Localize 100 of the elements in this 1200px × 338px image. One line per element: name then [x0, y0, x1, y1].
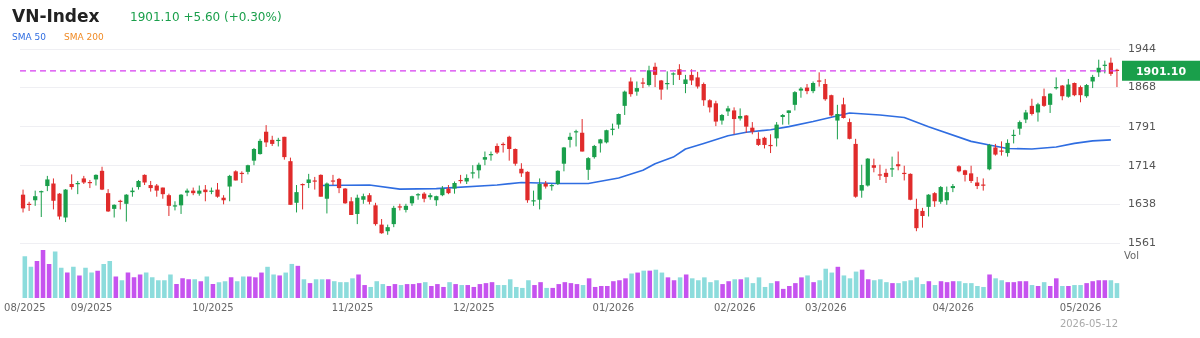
candlestick [294, 184, 299, 213]
candlestick [227, 174, 232, 202]
x-tick-label: 02/2026 [713, 301, 756, 313]
bar [58, 267, 64, 298]
x-tick-label: 09/2025 [70, 301, 113, 313]
candlestick [537, 177, 542, 210]
candlestick [968, 165, 974, 184]
bar [811, 282, 816, 298]
y-tick-label: 1868 [1128, 80, 1156, 94]
candlestick [1066, 78, 1071, 99]
bar [240, 276, 246, 298]
candlestick [731, 106, 737, 135]
bar [71, 266, 76, 298]
y-tick-label: 1944 [1128, 41, 1156, 55]
x-tick-label: 10/2025 [192, 301, 234, 313]
legend-label: SMA 200 [63, 32, 104, 42]
bar [192, 279, 197, 298]
candlestick [622, 90, 627, 116]
candlestick [877, 164, 883, 181]
x-tick-label: 11/2025 [331, 301, 374, 313]
candlestick [774, 121, 779, 147]
ref-line-label: 1901.10 [1135, 64, 1187, 78]
candlestick [841, 97, 846, 120]
bar [137, 274, 143, 298]
candlestick [20, 189, 26, 213]
candlestick [835, 104, 840, 140]
bar [447, 282, 452, 298]
candlestick [586, 156, 591, 181]
candlestick [1047, 92, 1053, 114]
bar [1060, 286, 1065, 298]
bar [77, 275, 82, 298]
candlestick [646, 65, 652, 88]
x-tick-label: 12/2025 [453, 301, 495, 313]
candlestick [422, 191, 427, 203]
candlestick [373, 202, 378, 227]
bar [465, 285, 471, 298]
candlestick [531, 190, 536, 207]
candlestick [300, 183, 305, 210]
candlestick [792, 90, 797, 111]
bar [732, 279, 737, 298]
y-axis-title: Vol [1124, 250, 1139, 261]
candlestick [172, 200, 178, 211]
bar [204, 276, 210, 298]
candlestick [823, 78, 828, 102]
bar [113, 276, 119, 298]
candlestick [330, 174, 336, 186]
bar [647, 270, 653, 298]
bar [423, 282, 428, 298]
x-tick-label: 01/2026 [592, 301, 635, 313]
text: 2026-05-12 [1059, 318, 1118, 329]
candlestick [701, 82, 706, 107]
candlestick [580, 118, 585, 153]
x-tick-label: 08/2025 [4, 301, 46, 313]
bar [544, 287, 549, 298]
candlestick [391, 205, 396, 228]
y-tick-label: 1638 [1128, 197, 1156, 211]
bar [277, 275, 282, 298]
candlestick [324, 181, 330, 214]
candlestick [567, 132, 573, 148]
bar [629, 273, 634, 298]
candlestick [105, 188, 111, 213]
bar [95, 270, 100, 298]
bar [459, 285, 464, 298]
candlestick [817, 71, 822, 88]
bar [453, 284, 458, 298]
y-tick-label: 1791 [1128, 119, 1156, 133]
x-tick-label: 03/2026 [804, 301, 847, 313]
bar [683, 274, 689, 298]
x-tick-label: 04/2026 [932, 301, 974, 313]
candlestick [166, 193, 172, 217]
candlestick [124, 193, 129, 223]
candlestick [1041, 88, 1047, 108]
bar [1066, 286, 1071, 298]
candlestick [719, 113, 725, 126]
candlestick [318, 173, 323, 198]
candlestick [355, 194, 360, 225]
candlestick [725, 105, 731, 117]
candlestick [1035, 102, 1041, 123]
candlestick [683, 74, 688, 94]
bar [890, 283, 895, 298]
candlestick [859, 164, 864, 199]
bar [987, 274, 992, 298]
bar [283, 272, 288, 298]
y-tick-label: 1561 [1128, 236, 1156, 250]
candlestick [768, 133, 773, 154]
candlestick [713, 100, 718, 127]
chart-subtitle: 1901.10 +5.60 (+0.30%) [130, 10, 282, 24]
candlestick [883, 168, 889, 184]
candlestick [1029, 98, 1035, 116]
chart-title: VN-Index [12, 6, 100, 26]
x-tick-label: 05/2026 [1059, 301, 1102, 313]
candlestick [944, 186, 949, 206]
candlestick [926, 193, 931, 217]
candlestick [962, 169, 968, 182]
bar [65, 272, 70, 298]
bar [641, 270, 646, 298]
candlestick [507, 135, 512, 162]
bar [805, 275, 810, 298]
candlestick [561, 146, 567, 172]
bar [635, 272, 640, 298]
